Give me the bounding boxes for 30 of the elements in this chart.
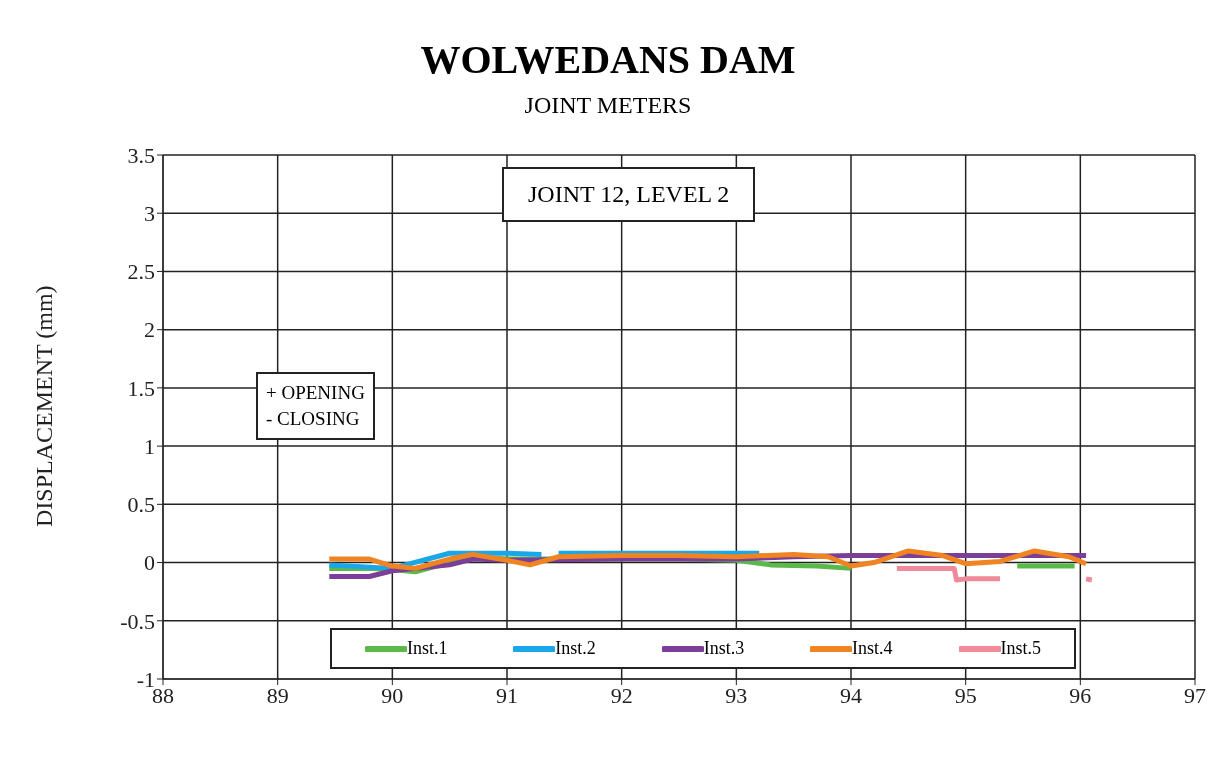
y-tick-label: 0 — [144, 550, 155, 576]
x-tick-label: 92 — [610, 682, 633, 708]
y-tick-label: -0.5 — [120, 608, 155, 634]
y-tick-label: 1 — [144, 433, 155, 459]
legend-label: Inst.4 — [852, 638, 893, 659]
chart-title: WOLWEDANS DAM — [419, 36, 797, 83]
chart-subtitle: JOINT METERS — [523, 92, 693, 119]
annotation: JOINT 12, LEVEL 2 — [502, 167, 756, 222]
y-tick-label: 2 — [144, 317, 155, 343]
x-tick-label: 89 — [266, 682, 289, 708]
annotation: - CLOSING — [266, 407, 361, 431]
x-tick-label: 94 — [840, 682, 862, 708]
y-tick-label: 3 — [144, 201, 155, 227]
x-tick-label: 88 — [152, 682, 174, 708]
legend-label: Inst.5 — [1000, 638, 1041, 659]
x-tick-label: 95 — [954, 682, 977, 708]
y-tick-label: 0.5 — [127, 492, 155, 518]
y-tick-label: 1.5 — [127, 375, 155, 401]
y-axis-title: DISPLACEMENT (mm) — [30, 285, 57, 527]
x-tick-label: 91 — [496, 682, 518, 708]
y-tick-label: 2.5 — [127, 259, 155, 285]
y-tick-label: 3.5 — [127, 142, 155, 168]
x-tick-label: 90 — [381, 682, 404, 708]
x-tick-label: 96 — [1069, 682, 1092, 708]
x-tick-label: 93 — [725, 682, 748, 708]
x-tick-label: 97 — [1184, 682, 1206, 708]
legend-label: Inst.2 — [555, 638, 596, 659]
legend-label: Inst.1 — [406, 638, 448, 659]
annotation: + OPENING — [266, 381, 365, 405]
legend-label: Inst.3 — [703, 638, 745, 659]
